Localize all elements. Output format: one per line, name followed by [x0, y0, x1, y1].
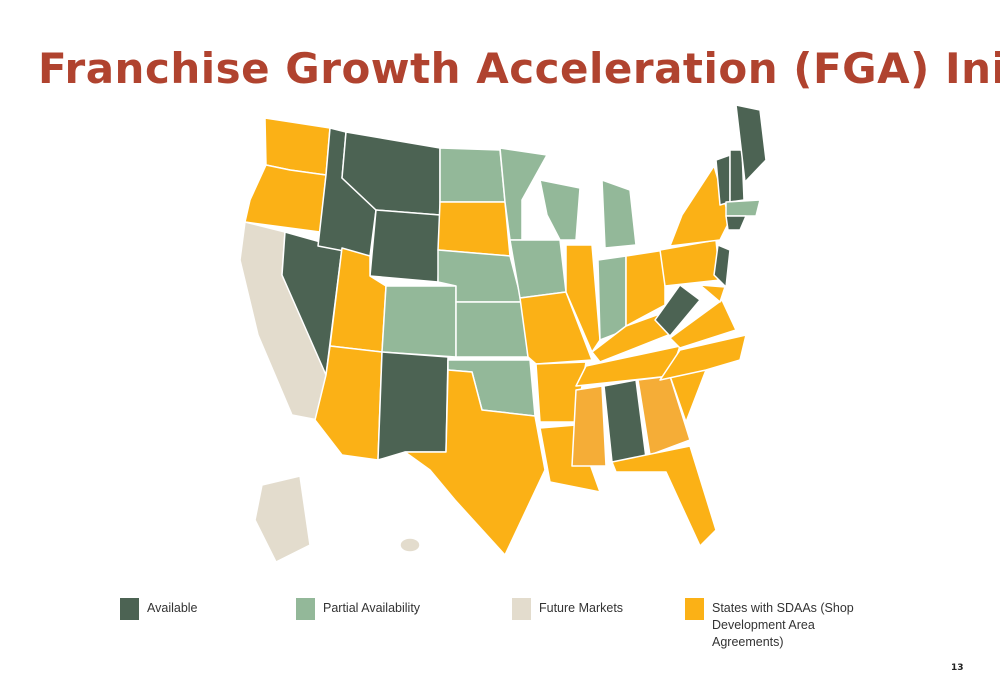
legend-item: States with SDAAs (Shop Development Area… — [685, 598, 887, 651]
state — [735, 104, 767, 183]
state — [509, 239, 567, 299]
state — [369, 209, 441, 283]
state — [519, 291, 593, 365]
state — [254, 475, 311, 563]
state — [381, 285, 457, 358]
state — [439, 147, 506, 203]
states — [239, 104, 767, 563]
state — [597, 255, 627, 341]
state — [244, 164, 327, 233]
state — [539, 179, 581, 241]
legend-item: Available — [120, 598, 267, 620]
state — [539, 424, 601, 493]
legend-label: Future Markets — [539, 601, 624, 615]
state — [377, 351, 449, 461]
state — [669, 165, 731, 247]
state — [637, 375, 691, 456]
state — [437, 201, 511, 257]
state — [565, 244, 601, 353]
state — [601, 179, 637, 249]
legend-swatch — [685, 598, 704, 620]
state — [669, 299, 737, 349]
legend-item: Future Markets — [512, 598, 669, 620]
legend-item: Partial Availability — [296, 598, 463, 620]
state — [455, 301, 529, 358]
state — [699, 284, 726, 303]
state — [725, 215, 747, 231]
state — [713, 244, 731, 288]
legend-label: Available — [147, 601, 198, 615]
state — [659, 239, 721, 287]
state — [729, 149, 745, 203]
state — [571, 385, 607, 467]
legend-swatch — [512, 598, 531, 620]
legend-swatch — [120, 598, 139, 620]
state — [399, 537, 421, 553]
slide-title: Franchise Growth Acceleration (FGA) Init… — [38, 44, 1000, 93]
legend-label: States with SDAAs (Shop Development Area… — [712, 601, 854, 649]
state — [404, 369, 546, 556]
legend-label: Partial Availability — [323, 601, 421, 615]
page-number: 13 — [951, 663, 964, 673]
legend-swatch — [296, 598, 315, 620]
state — [611, 445, 717, 547]
state — [725, 199, 761, 217]
state — [654, 284, 701, 337]
state — [659, 334, 747, 381]
